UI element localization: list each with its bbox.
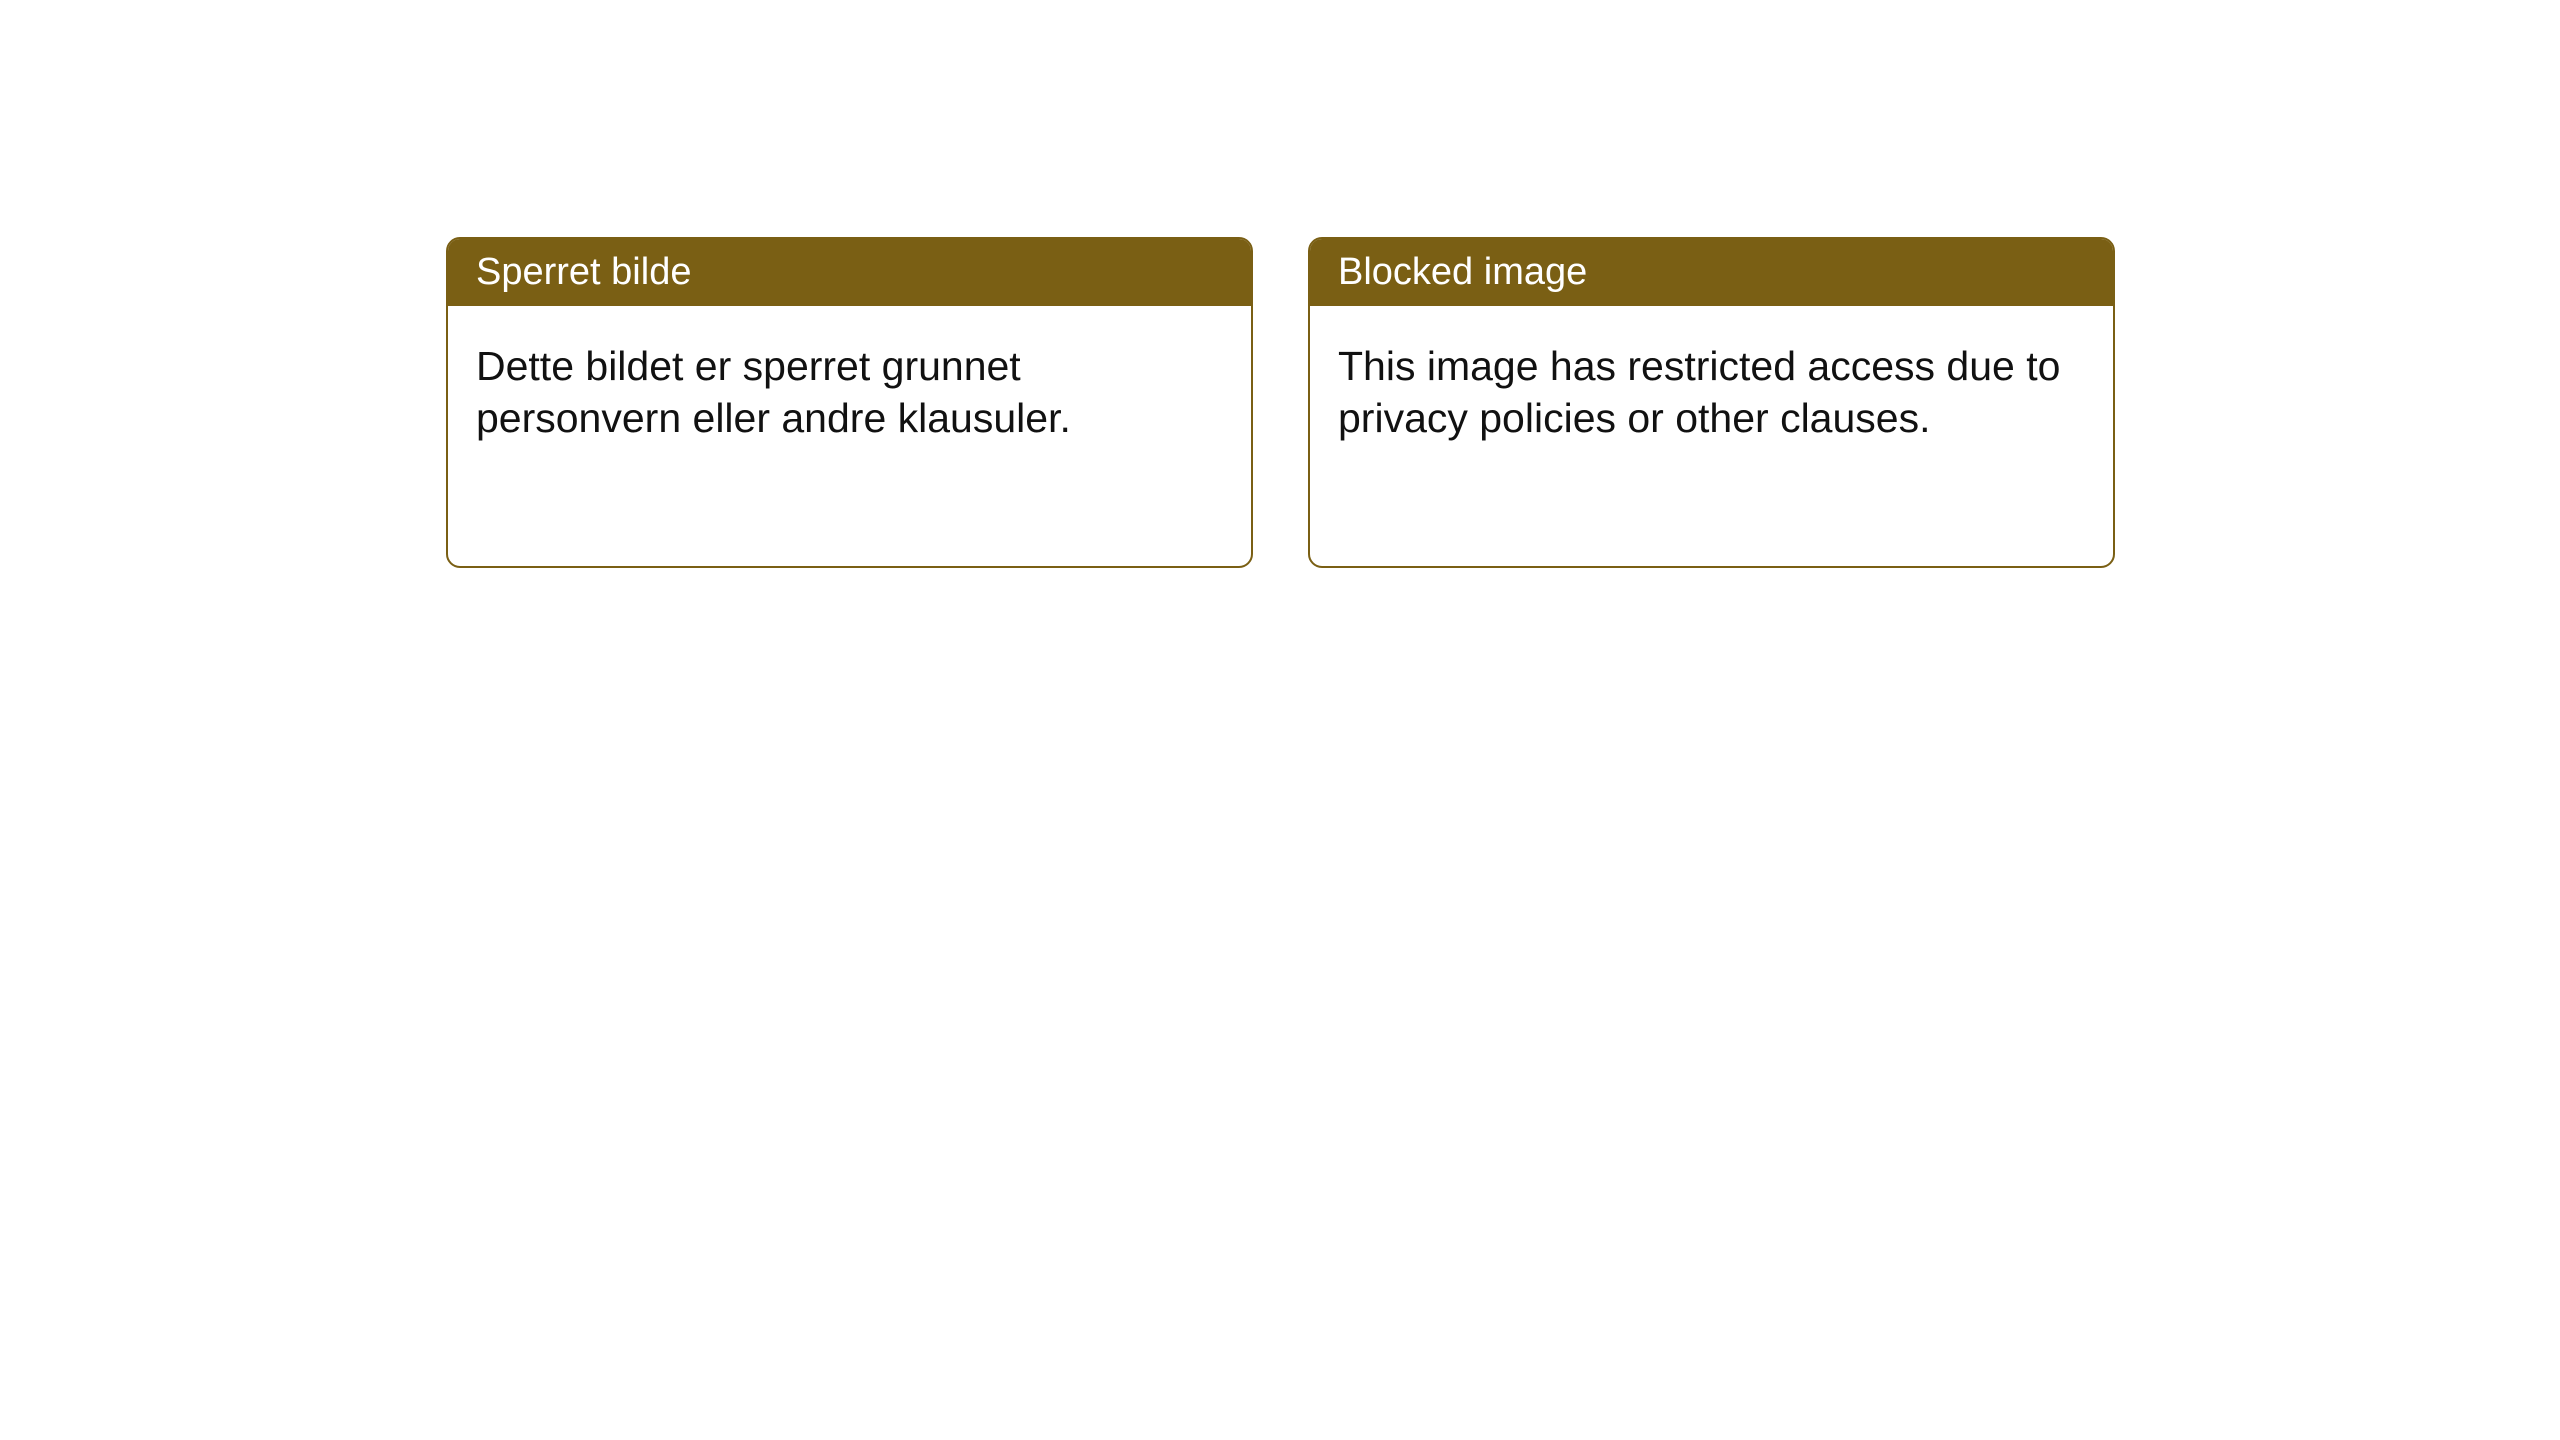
notice-card-body: This image has restricted access due to …: [1310, 306, 2113, 566]
notice-card-title: Sperret bilde: [476, 251, 691, 293]
notice-card-message: This image has restricted access due to …: [1338, 340, 2085, 445]
notice-card-body: Dette bildet er sperret grunnet personve…: [448, 306, 1251, 566]
notice-card-title: Blocked image: [1338, 251, 1587, 293]
notice-card-header: Blocked image: [1310, 239, 2113, 306]
blocked-image-notices: Sperret bilde Dette bildet er sperret gr…: [446, 237, 2115, 568]
notice-card-header: Sperret bilde: [448, 239, 1251, 306]
notice-card-english: Blocked image This image has restricted …: [1308, 237, 2115, 568]
notice-card-message: Dette bildet er sperret grunnet personve…: [476, 340, 1223, 445]
notice-card-norwegian: Sperret bilde Dette bildet er sperret gr…: [446, 237, 1253, 568]
